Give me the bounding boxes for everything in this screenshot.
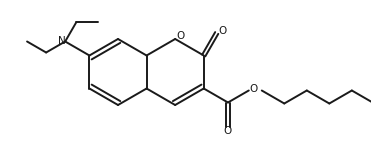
Text: O: O: [219, 26, 227, 36]
Text: O: O: [224, 126, 232, 136]
Text: O: O: [250, 84, 258, 94]
Text: N: N: [58, 36, 66, 46]
Text: O: O: [176, 31, 184, 41]
